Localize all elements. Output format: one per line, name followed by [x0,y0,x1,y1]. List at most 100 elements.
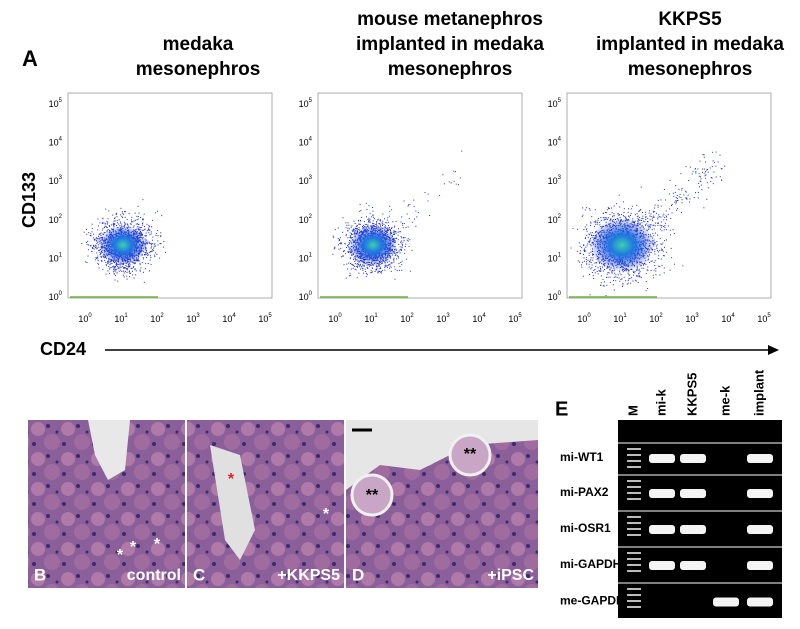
cell-dot [355,265,357,267]
cell-dot [607,207,609,209]
cell-dot [639,271,641,273]
cell-dot [620,274,622,276]
cell-dot [589,240,591,242]
cell-dot [118,223,120,225]
cell-dot [401,243,403,245]
cell-dot [113,265,114,267]
cell-dot [132,270,133,272]
cell-dot [603,219,605,221]
cell-dot [367,267,369,269]
cell-dot [703,207,705,209]
cell-dot [602,217,604,219]
cell-dot [380,271,382,273]
cell-dot [121,215,123,217]
cell-dot [146,239,148,241]
cell-dot [658,265,660,267]
cell-dot [368,220,370,221]
tick-exponent: 1 [309,252,313,258]
cell-dot [681,187,683,189]
cell-dot [654,265,656,267]
cell-dot [97,262,99,264]
cell-dot [148,228,150,230]
cell-dot [655,245,657,247]
tick-base: 10 [548,215,558,225]
cell-dot [403,223,405,224]
cell-dot [151,243,153,245]
cell-dot [427,200,429,202]
cell-dot [133,266,135,268]
cell-dot [100,256,102,258]
cell-dot [104,225,106,227]
cell-dot [144,228,146,230]
marker-band [627,466,641,468]
cell-dot [396,252,398,254]
cell-dot [97,225,99,227]
cell-dot [698,175,700,177]
cell-dot [580,253,581,254]
cell-dot [669,208,671,210]
cell-dot [595,262,597,264]
cell-dot [391,262,393,264]
cell-dot [409,270,411,272]
cell-dot [405,258,407,260]
cell-dot [638,272,640,274]
tick-exponent: 3 [558,175,562,181]
cell-dot [377,270,379,272]
cell-dot [699,186,700,188]
tick-base: 10 [299,138,309,148]
cell-dot [610,218,611,220]
y-tick-label: 102 [299,213,313,225]
cell-dot [405,226,407,228]
cell-dot [662,250,664,252]
cell-dot [102,255,104,257]
cell-dot [154,254,156,256]
cell-dot [355,228,357,230]
asterisk: * [154,536,161,553]
cell-dot [97,255,99,257]
cell-dot [86,233,88,235]
cell-dot [99,254,101,256]
density-core [589,218,655,272]
cell-dot [91,247,93,248]
row-label: me-GAPDH [560,594,625,608]
cell-dot [353,230,355,232]
cell-dot [105,223,107,225]
cell-dot [379,223,381,225]
cell-dot [357,262,359,264]
cell-dot [583,244,585,246]
cell-dot [87,255,89,257]
cell-dot [397,228,399,230]
cell-dot [645,217,647,219]
cell-dot [406,239,408,241]
cell-dot [645,263,647,265]
cell-dot [671,212,673,214]
cell-dot [360,263,362,265]
cell-dot [663,255,664,257]
cell-dot [138,226,140,228]
marker-band [627,534,641,536]
cell-dot [95,248,97,250]
cell-dot [628,208,629,210]
x-tick-label: 104 [721,313,735,325]
cell-dot [334,246,336,248]
cell-dot [600,219,602,221]
cell-dot [686,198,688,200]
cell-dot [600,271,602,272]
cell-dot [586,261,587,263]
cell-dot [163,241,165,242]
cell-dot [114,270,116,272]
cell-dot [334,229,336,231]
cell-dot [147,263,149,264]
cell-dot [364,223,366,225]
cell-dot [357,260,359,262]
cell-dot [389,263,391,265]
cell-dot [599,266,601,268]
cell-dot [377,272,379,274]
tick-base: 10 [328,314,338,324]
cell-dot [131,216,133,218]
cell-dot [159,243,161,245]
cell-dot [348,228,350,230]
cell-dot [107,218,109,220]
cell-dot [583,229,585,231]
cell-dot [114,269,116,271]
